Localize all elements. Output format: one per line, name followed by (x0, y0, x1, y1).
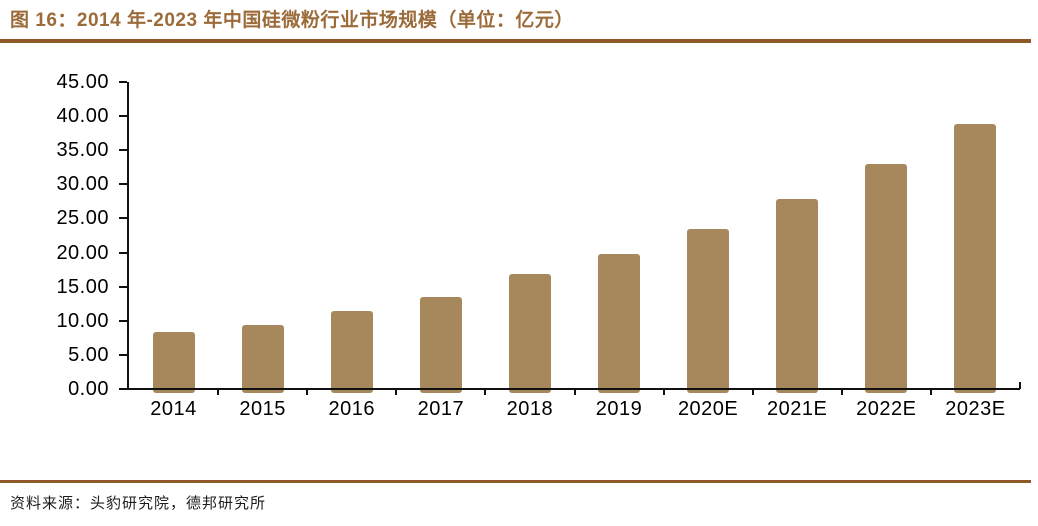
x-axis-tick (306, 389, 309, 395)
category-cell-2021E: 2021E (753, 82, 842, 420)
x-axis-label-2018: 2018 (506, 398, 554, 420)
source-note: 资料来源：头豹研究院，德邦研究所 (10, 496, 267, 512)
y-axis-tick (119, 388, 127, 390)
x-axis-label-2016: 2016 (328, 398, 375, 420)
x-axis-label-2022E: 2022E (856, 398, 917, 420)
y-axis-tick (119, 217, 127, 220)
x-axis-tick (751, 389, 754, 395)
bar-2021E (776, 198, 819, 393)
category-cell-2022E: 2022E (842, 82, 931, 420)
y-axis-label-20: 20.00 (56, 241, 109, 264)
x-axis-label-2020E: 2020E (677, 398, 739, 420)
bar-series: 2014 2015 2016 2017 2018 2019 2020E 2021E 2022E 2… (129, 82, 1020, 420)
y-axis-tick (119, 183, 127, 186)
bar-2022E (865, 164, 908, 393)
bar-2015 (241, 324, 284, 393)
x-axis-label-2021E: 2021E (767, 398, 828, 420)
x-axis-tick (840, 389, 843, 395)
figure-title: 图 16：2014 年-2023 年中国硅微粉行业市场规模（单位：亿元） (10, 10, 574, 31)
category-cell-2023E: 2023E (931, 82, 1020, 420)
y-axis-tick (119, 149, 127, 152)
y-axis-label-35: 35.00 (56, 139, 109, 162)
category-cell-2015: 2015 (218, 82, 307, 420)
bar-2014 (152, 332, 195, 393)
bar-2016 (330, 311, 373, 393)
x-axis-label-2017: 2017 (417, 398, 465, 420)
category-cell-2017: 2017 (396, 82, 485, 420)
x-axis-tick (662, 389, 665, 395)
y-axis-label-5: 5.00 (68, 343, 109, 366)
y-axis-label-15: 15.00 (56, 275, 109, 298)
y-axis-tick (119, 251, 127, 254)
x-axis-tick (217, 389, 220, 395)
y-axis-tick (119, 353, 127, 356)
y-axis-label-45: 45.00 (56, 71, 109, 93)
x-axis-tick (484, 389, 487, 395)
bar-2019 (598, 253, 641, 393)
y-axis-label-40: 40.00 (56, 105, 109, 128)
x-axis-label-2015: 2015 (239, 398, 286, 420)
bar-2020E (687, 228, 730, 393)
x-axis-label-2014: 2014 (150, 398, 197, 420)
y-axis-label-0: 0.00 (68, 378, 109, 400)
y-axis-label-10: 10.00 (56, 309, 109, 332)
category-cell-2014: 2014 (129, 82, 218, 420)
footer-divider-rule (0, 480, 1031, 483)
x-axis-label-2023E: 2023E (945, 398, 1006, 420)
y-axis-tick (119, 115, 127, 118)
y-axis-tick (119, 319, 127, 322)
bar-2017 (419, 296, 462, 393)
bar-chart-plot-area: 0.00 5.00 10.00 15.00 20.00 25.00 30.00 35.00 40… (56, 72, 1021, 420)
y-axis-tick (119, 81, 127, 83)
bar-2023E (954, 123, 997, 393)
x-axis-tick (929, 389, 932, 395)
y-axis-label-30: 30.00 (56, 173, 109, 196)
bar-2018 (508, 274, 551, 393)
x-axis-label-2019: 2019 (595, 398, 643, 420)
y-axis-label-25: 25.00 (56, 207, 109, 230)
x-axis-tick (573, 389, 576, 395)
x-axis-tick (395, 389, 398, 395)
title-divider-rule (0, 39, 1031, 43)
category-cell-2018: 2018 (485, 82, 574, 420)
category-cell-2020E: 2020E (664, 82, 753, 420)
category-cell-2019: 2019 (574, 82, 663, 420)
x-axis-end-tick (1019, 382, 1021, 389)
category-cell-2016: 2016 (307, 82, 396, 420)
y-axis-tick (119, 285, 127, 288)
